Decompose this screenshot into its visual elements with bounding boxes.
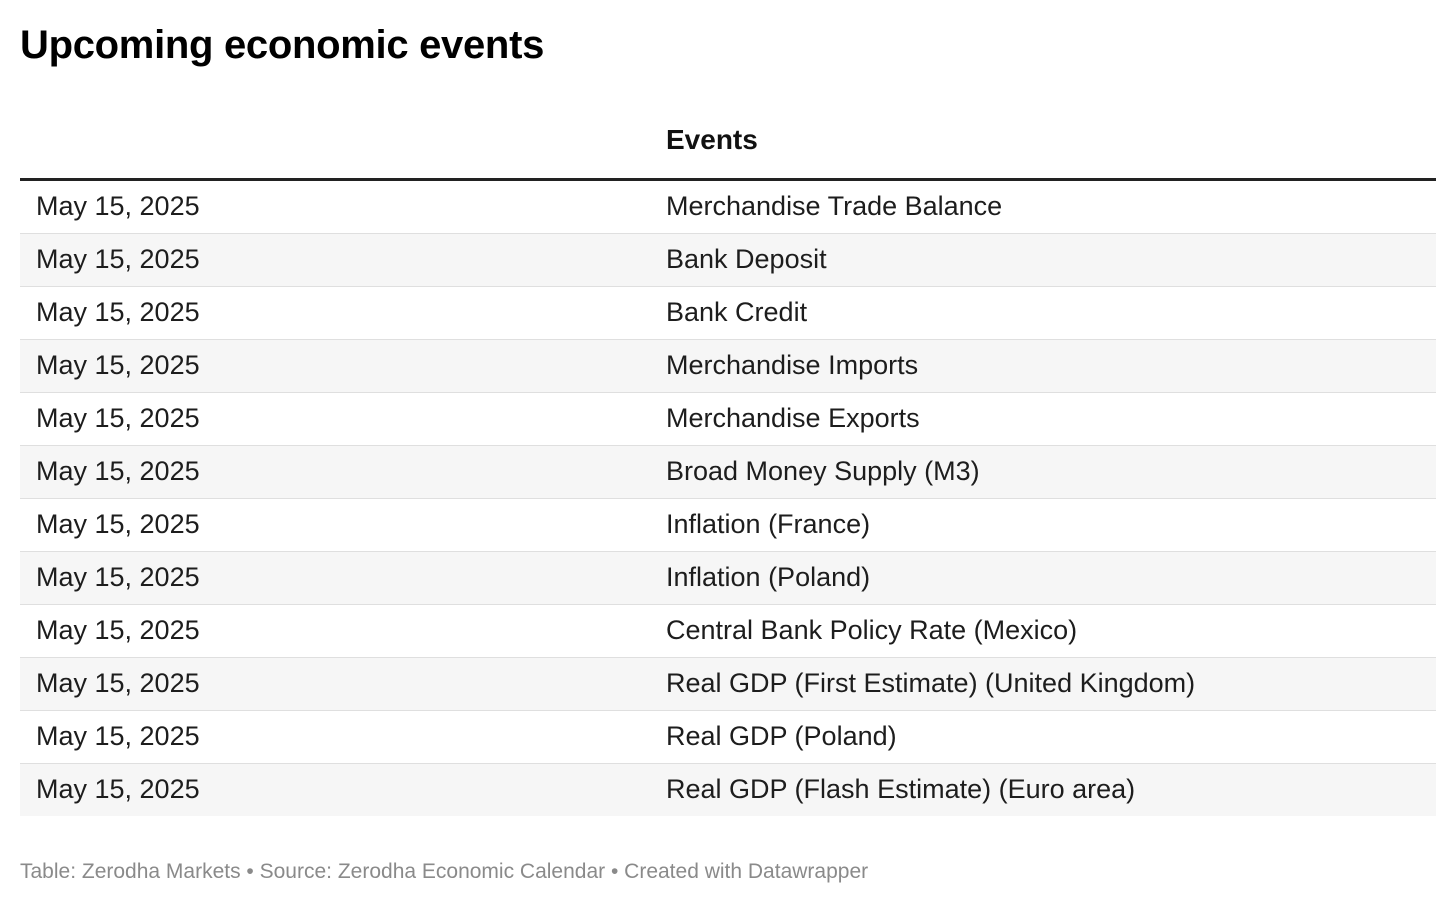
table-header: Events <box>20 118 1436 181</box>
date-cell: May 15, 2025 <box>36 774 200 804</box>
source-footer: Table: Zerodha Markets • Source: Zerodha… <box>20 860 869 883</box>
date-cell: May 15, 2025 <box>36 615 200 645</box>
event-cell: Inflation (Poland) <box>666 562 871 592</box>
column-header-events: Events <box>666 124 758 155</box>
table-row: May 15, 2025 Broad Money Supply (M3) <box>20 446 1436 499</box>
table-row: May 15, 2025 Merchandise Imports <box>20 340 1436 393</box>
event-cell: Real GDP (Poland) <box>666 721 897 751</box>
event-cell: Broad Money Supply (M3) <box>666 456 980 486</box>
date-cell: May 15, 2025 <box>36 456 200 486</box>
event-cell: Bank Deposit <box>666 244 827 274</box>
table-row: May 15, 2025 Bank Deposit <box>20 234 1436 287</box>
date-cell: May 15, 2025 <box>36 668 200 698</box>
table-row: May 15, 2025 Central Bank Policy Rate (M… <box>20 605 1436 658</box>
table-row: May 15, 2025 Bank Credit <box>20 287 1436 340</box>
event-cell: Merchandise Trade Balance <box>666 191 1003 221</box>
table-row: May 15, 2025 Inflation (Poland) <box>20 552 1436 605</box>
event-cell: Merchandise Exports <box>666 403 920 433</box>
table-row: May 15, 2025 Real GDP (Poland) <box>20 711 1436 764</box>
event-cell: Inflation (France) <box>666 509 871 539</box>
page-title: Upcoming economic events <box>20 23 545 67</box>
date-cell: May 15, 2025 <box>36 244 200 274</box>
event-cell: Central Bank Policy Rate (Mexico) <box>666 615 1078 645</box>
event-cell: Bank Credit <box>666 297 808 327</box>
table-row: May 15, 2025 Real GDP (Flash Estimate) (… <box>20 764 1436 816</box>
events-table: Events May 15, 2025 Merchandise Trade Ba… <box>20 118 1436 816</box>
date-cell: May 15, 2025 <box>36 297 200 327</box>
date-cell: May 15, 2025 <box>36 191 200 221</box>
event-cell: Real GDP (Flash Estimate) (Euro area) <box>666 774 1136 804</box>
table-body: May 15, 2025 Merchandise Trade Balance M… <box>20 181 1436 816</box>
table-row: May 15, 2025 Inflation (France) <box>20 499 1436 552</box>
date-cell: May 15, 2025 <box>36 562 200 592</box>
date-cell: May 15, 2025 <box>36 403 200 433</box>
date-cell: May 15, 2025 <box>36 721 200 751</box>
table-row: May 15, 2025 Merchandise Exports <box>20 393 1436 446</box>
event-cell: Merchandise Imports <box>666 350 919 380</box>
table-row: May 15, 2025 Merchandise Trade Balance <box>20 181 1436 234</box>
date-cell: May 15, 2025 <box>36 509 200 539</box>
event-cell: Real GDP (First Estimate) (United Kingdo… <box>666 668 1196 698</box>
date-cell: May 15, 2025 <box>36 350 200 380</box>
table-row: May 15, 2025 Real GDP (First Estimate) (… <box>20 658 1436 711</box>
